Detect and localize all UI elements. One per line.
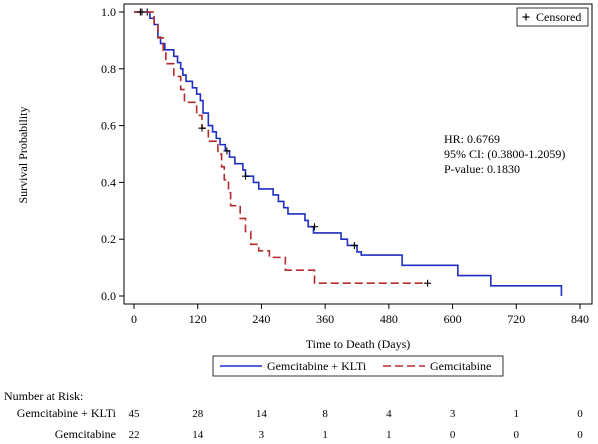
censor-mark bbox=[242, 172, 249, 180]
series-layer bbox=[134, 8, 563, 296]
risk-cell: 28 bbox=[192, 408, 204, 420]
risk-cell: 8 bbox=[322, 408, 328, 420]
risk-cell: 0 bbox=[577, 429, 583, 441]
censor-mark bbox=[424, 279, 432, 287]
x-tick-label: 600 bbox=[444, 312, 462, 326]
censor-mark-icon bbox=[522, 13, 530, 21]
censored-legend-label: Censored bbox=[536, 10, 581, 24]
legend-label-gem: Gemcitabine bbox=[430, 359, 491, 373]
x-axis: 0 120 240 360 480 600 720 840 bbox=[131, 304, 589, 326]
y-tick-label: 0.2 bbox=[101, 232, 116, 246]
x-tick-label: 240 bbox=[252, 312, 270, 326]
risk-cell: 0 bbox=[513, 429, 520, 441]
number-at-risk-title: Number at Risk: bbox=[4, 389, 84, 403]
risk-cell: 14 bbox=[255, 408, 267, 420]
risk-cell: 1 bbox=[322, 429, 328, 441]
y-axis: 0.0 0.2 0.4 0.6 0.8 1.0 bbox=[101, 5, 124, 303]
plot-frame bbox=[123, 3, 593, 305]
y-tick-label: 0.6 bbox=[101, 119, 116, 133]
hr-annotation: HR: 0.6769 bbox=[444, 132, 500, 146]
x-tick-label: 720 bbox=[507, 312, 525, 326]
y-tick-label: 0.0 bbox=[101, 289, 116, 303]
censor-mark bbox=[350, 241, 358, 249]
y-tick-label: 1.0 bbox=[101, 5, 116, 19]
censor-mark bbox=[198, 124, 206, 132]
risk-row-label-gem: Gemcitabine bbox=[54, 427, 116, 441]
x-tick-label: 360 bbox=[316, 312, 334, 326]
censor-mark bbox=[223, 147, 231, 155]
censor-mark bbox=[136, 8, 144, 16]
series-legend: Gemcitabine + KLTi Gemcitabine bbox=[212, 355, 504, 377]
ci-annotation: 95% CI: (0.3800-1.2059) bbox=[444, 147, 565, 161]
risk-cell: 0 bbox=[577, 408, 583, 420]
risk-cell: 22 bbox=[128, 429, 140, 441]
x-axis-label: Time to Death (Days) bbox=[306, 337, 411, 351]
x-tick-label: 480 bbox=[380, 312, 398, 326]
risk-cell: 1 bbox=[513, 408, 520, 420]
km-chart: 0.0 0.2 0.4 0.6 0.8 1.0 0 120 240 360 480 600 720 84… bbox=[16, 3, 593, 377]
y-tick-label: 0.8 bbox=[101, 62, 116, 76]
y-axis-label: Survival Probability bbox=[16, 107, 30, 204]
km-curve-0 bbox=[134, 11, 563, 296]
x-tick-label: 840 bbox=[571, 312, 589, 326]
risk-cell: 3 bbox=[258, 429, 265, 441]
risk-row-label-gem-klti: Gemcitabine + KLTi bbox=[16, 406, 116, 420]
censored-legend: Censored bbox=[516, 7, 589, 27]
y-tick-label: 0.4 bbox=[101, 175, 116, 189]
risk-cell: 3 bbox=[449, 408, 456, 420]
risk-cell: 0 bbox=[449, 429, 456, 441]
km-curve-1 bbox=[134, 11, 428, 285]
risk-cell: 1 bbox=[386, 429, 392, 441]
risk-cell: 45 bbox=[128, 408, 140, 420]
x-tick-label: 120 bbox=[189, 312, 207, 326]
pvalue-annotation: P-value: 0.1830 bbox=[444, 162, 520, 176]
x-tick-label: 0 bbox=[131, 312, 137, 326]
risk-cell: 14 bbox=[192, 429, 204, 441]
risk-cell: 4 bbox=[386, 408, 392, 420]
legend-label-gem-klti: Gemcitabine + KLTi bbox=[267, 359, 367, 373]
censor-mark bbox=[311, 223, 319, 231]
